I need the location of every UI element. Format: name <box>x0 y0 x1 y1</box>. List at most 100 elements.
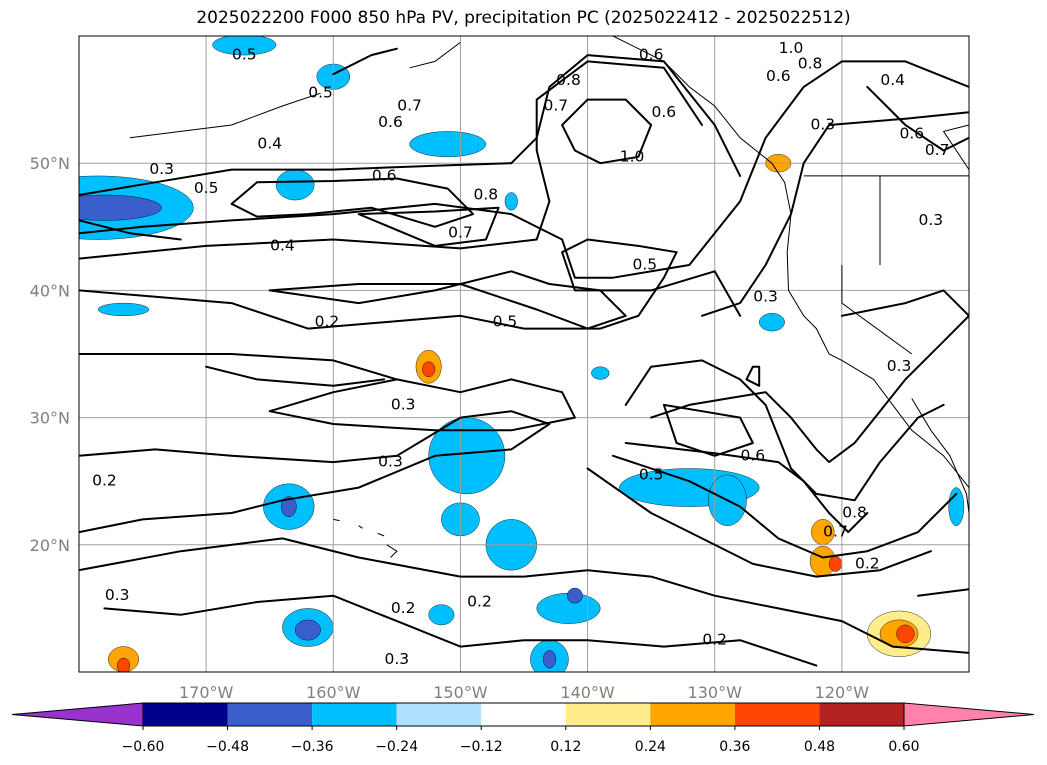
precipitation-shading <box>79 36 965 672</box>
latitude-ticks: 50°N 40°N 30°N 20°N <box>30 154 70 555</box>
contour-label: 0.7 <box>823 523 848 541</box>
pv-contour-line <box>561 98 653 165</box>
lon-tick-label: 160°W <box>306 683 361 702</box>
precip-blob <box>828 556 843 572</box>
contour-label: 0.3 <box>887 357 912 375</box>
contour-label: 0.2 <box>702 631 727 649</box>
pv-contour-line <box>79 410 551 534</box>
contour-label: 0.5 <box>194 179 219 197</box>
contour-label: 0.7 <box>397 96 422 114</box>
precip-blob <box>97 302 150 317</box>
contour-label: 0.6 <box>899 124 924 142</box>
colorbar-segment <box>143 703 228 726</box>
precip-blob <box>542 650 556 669</box>
coastline <box>386 544 398 558</box>
colorbar <box>11 702 1035 727</box>
colorbar-tick-label: 0.60 <box>888 739 919 755</box>
pv-contour-line <box>79 60 969 279</box>
precip-blob <box>116 657 131 672</box>
contour-label: 0.5 <box>232 46 257 64</box>
pv-contour-line <box>650 314 969 464</box>
contour-label: 0.7 <box>448 224 473 242</box>
contour-label: 0.5 <box>493 313 518 331</box>
precip-blob <box>409 131 487 158</box>
pv-contour-line <box>79 238 742 330</box>
contour-label: 0.3 <box>391 395 416 413</box>
pv-contour-line <box>268 270 627 330</box>
pv-contour-line <box>230 177 475 228</box>
contour-label: 0.3 <box>378 453 403 471</box>
pv-contour-line <box>701 111 969 317</box>
precip-blob <box>567 587 583 604</box>
colorbar-extend-low <box>11 702 144 727</box>
lon-tick-label: 140°W <box>560 683 615 702</box>
pv-contour-line <box>79 537 969 654</box>
contour-label: 0.8 <box>474 186 499 204</box>
colorbar-segment <box>819 703 904 726</box>
colorbar-segment <box>312 703 397 726</box>
coastline <box>911 398 969 515</box>
pv-contour-line <box>79 353 576 432</box>
contour-label: 0.8 <box>798 54 823 72</box>
contour-label: 0.2 <box>467 593 492 611</box>
contour-label: 0.7 <box>543 96 568 114</box>
coastline <box>841 265 913 355</box>
contour-label: 0.4 <box>270 236 295 254</box>
colorbar-segment <box>481 703 566 726</box>
colorbar-segment <box>565 703 651 726</box>
contour-label: 0.6 <box>741 446 766 464</box>
pv-contour-line <box>624 359 945 502</box>
precip-blob <box>591 366 610 380</box>
coastline <box>942 124 969 183</box>
contour-label: 0.3 <box>149 160 174 178</box>
lon-tick-label: 120°W <box>815 683 870 702</box>
colorbar-segment <box>396 703 482 726</box>
pv-contours <box>79 47 969 667</box>
colorbar-tick-label: 0.36 <box>719 739 750 755</box>
colorbar-tick-label: −0.24 <box>375 739 418 755</box>
pv-contour-line <box>332 47 398 76</box>
precip-blob <box>759 313 785 332</box>
precip-blob <box>294 619 321 641</box>
pv-contour-line <box>745 365 761 387</box>
coastline <box>409 41 461 69</box>
gridlines <box>79 36 969 672</box>
pv-contour-line <box>624 442 869 534</box>
precip-blob <box>212 36 277 56</box>
lat-tick-label: 30°N <box>30 409 70 428</box>
contour-label: 0.6 <box>378 113 403 131</box>
contour-label: 1.0 <box>620 147 645 165</box>
colorbar-tick-label: −0.60 <box>122 739 165 755</box>
contour-label: 0.3 <box>753 287 778 305</box>
lon-tick-label: 150°W <box>433 683 488 702</box>
colorbar-segment <box>227 703 313 726</box>
contour-label: 0.5 <box>308 84 333 102</box>
pv-contour-line <box>917 588 969 597</box>
contour-label: 0.3 <box>105 586 130 604</box>
lon-tick-label: 170°W <box>179 683 234 702</box>
contour-label: 0.7 <box>925 141 950 159</box>
contour-label: 0.2 <box>92 472 117 490</box>
pv-contour-line <box>662 403 754 457</box>
contour-label: 1.0 <box>779 39 804 57</box>
pv-contour-line <box>205 365 386 387</box>
chart-title: 2025022200 F000 850 hPa PV, precipitatio… <box>196 8 851 28</box>
contour-label: 0.8 <box>556 71 581 89</box>
contour-label: 0.3 <box>919 211 944 229</box>
coastline <box>358 525 363 529</box>
coastline <box>129 92 321 139</box>
colorbar-frame <box>142 702 905 727</box>
contour-label: 0.4 <box>257 135 282 153</box>
contour-label: 0.6 <box>652 103 677 121</box>
lon-tick-label: 130°W <box>688 683 743 702</box>
pv-contour-line <box>79 60 703 260</box>
colorbar-tick-label: −0.48 <box>206 739 249 755</box>
colorbar-tick-label: −0.12 <box>460 739 503 755</box>
contour-label: 0.2 <box>855 554 880 572</box>
colorbar-extend-high <box>903 702 1035 727</box>
contour-label: 0.2 <box>391 599 416 617</box>
lat-tick-label: 40°N <box>30 281 70 300</box>
contour-label: 0.6 <box>639 46 664 64</box>
colorbar-segment <box>650 703 735 726</box>
precip-blob <box>79 194 162 221</box>
